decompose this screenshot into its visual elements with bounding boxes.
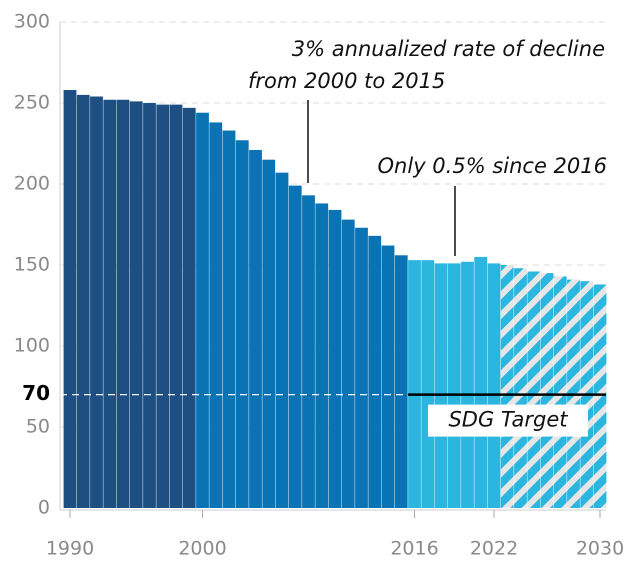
y-tick-label: 200 [14,173,50,195]
target-box [428,404,588,437]
bar [143,103,156,508]
bar [500,265,514,508]
bar [103,99,117,508]
bar [76,94,90,509]
x-tick-label: 2030 [576,538,624,560]
annotation: 3% annualized rate of decline [292,37,605,61]
bar [408,260,421,508]
bar [262,159,276,508]
y-tick-label: 300 [14,11,50,33]
bar [222,130,236,509]
bars [63,90,607,509]
bar [447,263,461,508]
x-tick-label: 1990 [46,538,94,560]
bar [129,101,143,508]
bar [553,276,567,508]
bar [328,209,342,509]
bar [527,271,541,508]
bar [169,104,183,509]
bar [540,273,554,508]
x-tick-label: 2022 [470,538,518,560]
bar [288,185,302,508]
target-value: 70 [22,381,50,405]
bar [593,284,607,508]
x-tick-label: 2016 [390,538,438,560]
bar [487,263,501,508]
bar [249,149,262,509]
bar [275,172,289,508]
bar [235,140,249,508]
bar [355,227,368,509]
bar [368,235,382,508]
y-tick-label: 50 [26,416,50,438]
bar [461,261,474,508]
bar [63,90,77,508]
bar [209,122,223,508]
y-tick-label: 250 [14,92,50,114]
y-tick-label: 100 [14,335,50,357]
annotation: Only 0.5% since 2016 [378,154,607,178]
annotation: from 2000 to 2015 [248,69,445,93]
bar [156,104,170,509]
bar [341,219,355,508]
bar [302,195,315,508]
y-tick-label: 150 [14,254,50,276]
bar [434,263,448,508]
bar [381,245,395,508]
bar [196,112,209,508]
bar [394,255,408,508]
target-label: SDG Target [448,408,568,432]
bar [514,268,527,508]
bar [315,203,329,508]
y-tick-label: 0 [38,497,50,519]
bar [116,99,130,508]
bar [182,107,196,509]
x-tick-label: 2000 [178,538,226,560]
bar [90,96,103,509]
bar [421,260,435,508]
bar [474,256,488,508]
